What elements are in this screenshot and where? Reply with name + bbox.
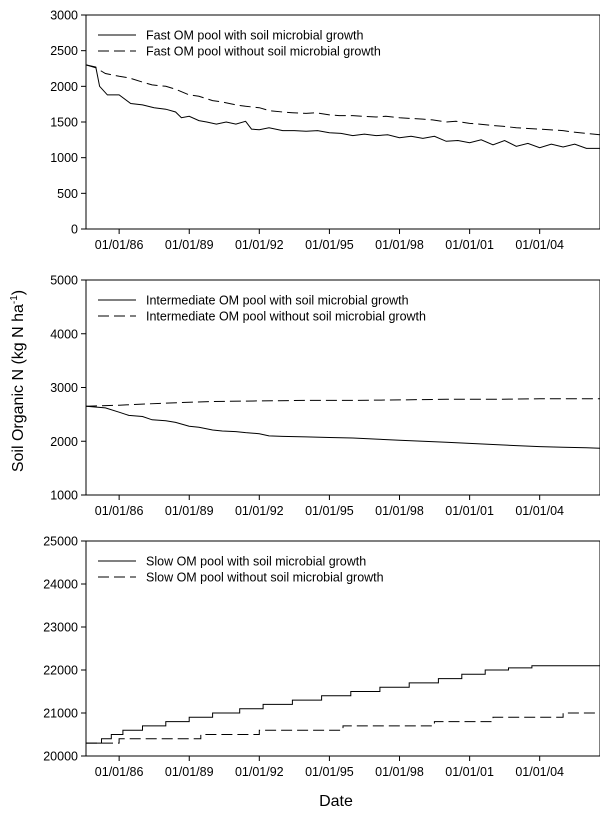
fast-om-pool-panel: 0 500 1000 1500 2000 2500 3000 01/01/86 01/01/89… (50, 9, 600, 252)
x-tick-label: 01/01/04 (515, 504, 564, 518)
x-tick-label: 01/01/04 (515, 765, 564, 779)
series-line (85, 405, 600, 449)
y-tick-label: 22000 (43, 664, 78, 678)
x-tick-label: 01/01/86 (95, 504, 144, 518)
y-axis-title-main: Soil Organic N (kg N ha (10, 304, 27, 472)
x-tick-label: 01/01/92 (235, 765, 284, 779)
legend-label: Intermediate OM pool with soil microbial… (146, 294, 409, 308)
y-tick-label: 1000 (50, 151, 78, 165)
x-tick-label: 01/01/92 (235, 238, 284, 252)
y-tick-label: 2000 (50, 80, 78, 94)
legend-label: Intermediate OM pool without soil microb… (146, 310, 426, 324)
legend-label: Slow OM pool with soil microbial growth (146, 555, 366, 569)
legend-label: Fast OM pool with soil microbial growth (146, 29, 363, 43)
x-tick-label: 01/01/86 (95, 238, 144, 252)
y-axis-title-superscript: -1 (9, 295, 20, 304)
slow-om-pool-panel: 20000 21000 22000 23000 24000 25000 01/01/86 01… (43, 535, 600, 779)
x-tick-label: 01/01/01 (445, 504, 494, 518)
series-line (85, 64, 600, 149)
x-tick-label: 01/01/86 (95, 765, 144, 779)
y-tick-label: 20000 (43, 750, 78, 764)
series-line (85, 398, 600, 407)
y-tick-label: 2000 (50, 435, 78, 449)
y-tick-label: 3000 (50, 381, 78, 395)
legend-label: Fast OM pool without soil microbial grow… (146, 45, 381, 59)
y-axis-title: Soil Organic N (kg N ha-1) (9, 290, 27, 472)
y-tick-label: 500 (57, 187, 78, 201)
x-tick-label: 01/01/98 (375, 504, 424, 518)
x-tick-label: 01/01/01 (445, 765, 494, 779)
y-tick-label: 1500 (50, 116, 78, 130)
x-tick-label: 01/01/89 (165, 765, 214, 779)
x-tick-label: 01/01/95 (305, 504, 354, 518)
x-tick-label: 01/01/04 (515, 238, 564, 252)
x-tick-label: 01/01/98 (375, 238, 424, 252)
intermediate-om-pool-panel: 1000 2000 3000 4000 5000 01/01/86 01/01/89 01/0… (50, 274, 600, 518)
series-line (86, 665, 600, 744)
x-tick-label: 01/01/89 (165, 504, 214, 518)
series-line (85, 64, 600, 136)
x-tick-label: 01/01/01 (445, 238, 494, 252)
legend-label: Slow OM pool without soil microbial grow… (146, 571, 384, 585)
x-tick-label: 01/01/92 (235, 504, 284, 518)
y-tick-label: 24000 (43, 578, 78, 592)
x-axis-title: Date (319, 793, 353, 810)
x-tick-label: 01/01/89 (165, 238, 214, 252)
y-tick-label: 0 (71, 223, 78, 237)
x-tick-label: 01/01/95 (305, 765, 354, 779)
y-tick-label: 4000 (50, 327, 78, 341)
y-tick-label: 5000 (50, 274, 78, 288)
x-tick-label: 01/01/98 (375, 765, 424, 779)
y-tick-label: 23000 (43, 621, 78, 635)
y-tick-label: 3000 (50, 9, 78, 23)
y-tick-label: 21000 (43, 707, 78, 721)
series-line (86, 712, 600, 744)
y-tick-label: 25000 (43, 535, 78, 549)
plot-frame (85, 540, 600, 757)
y-tick-label: 1000 (50, 489, 78, 503)
y-axis-title-close: ) (10, 290, 27, 295)
y-tick-label: 2500 (50, 44, 78, 58)
x-tick-label: 01/01/95 (305, 238, 354, 252)
